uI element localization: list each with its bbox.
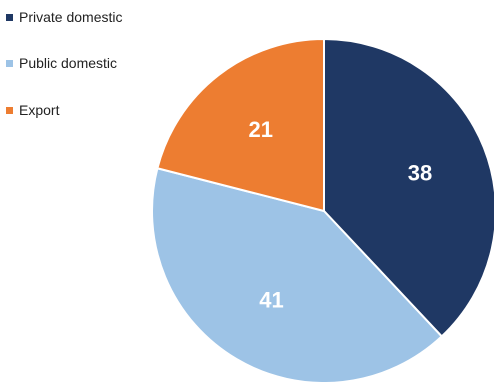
pie-slice-public-domestic — [151, 167, 444, 382]
legend-swatch-public-domestic — [6, 59, 13, 67]
pie-slice-export — [156, 37, 325, 213]
pie-slice-private-domestic — [323, 37, 494, 338]
legend-label-public-domestic: Public domestic — [19, 55, 118, 71]
legend-label-export: Export — [19, 102, 60, 118]
data-label-export: 21 — [249, 117, 273, 142]
legend-swatch-export — [6, 106, 13, 114]
legend-label-private-domestic: Private domestic — [19, 9, 123, 25]
data-label-private-domestic: 38 — [408, 161, 432, 186]
legend-swatch-private-domestic — [6, 13, 13, 21]
legend-item-public-domestic: Public domestic — [6, 54, 117, 72]
data-label-public-domestic: 41 — [259, 287, 283, 312]
legend-item-private-domestic: Private domestic — [6, 8, 122, 26]
legend-item-export: Export — [6, 101, 59, 119]
